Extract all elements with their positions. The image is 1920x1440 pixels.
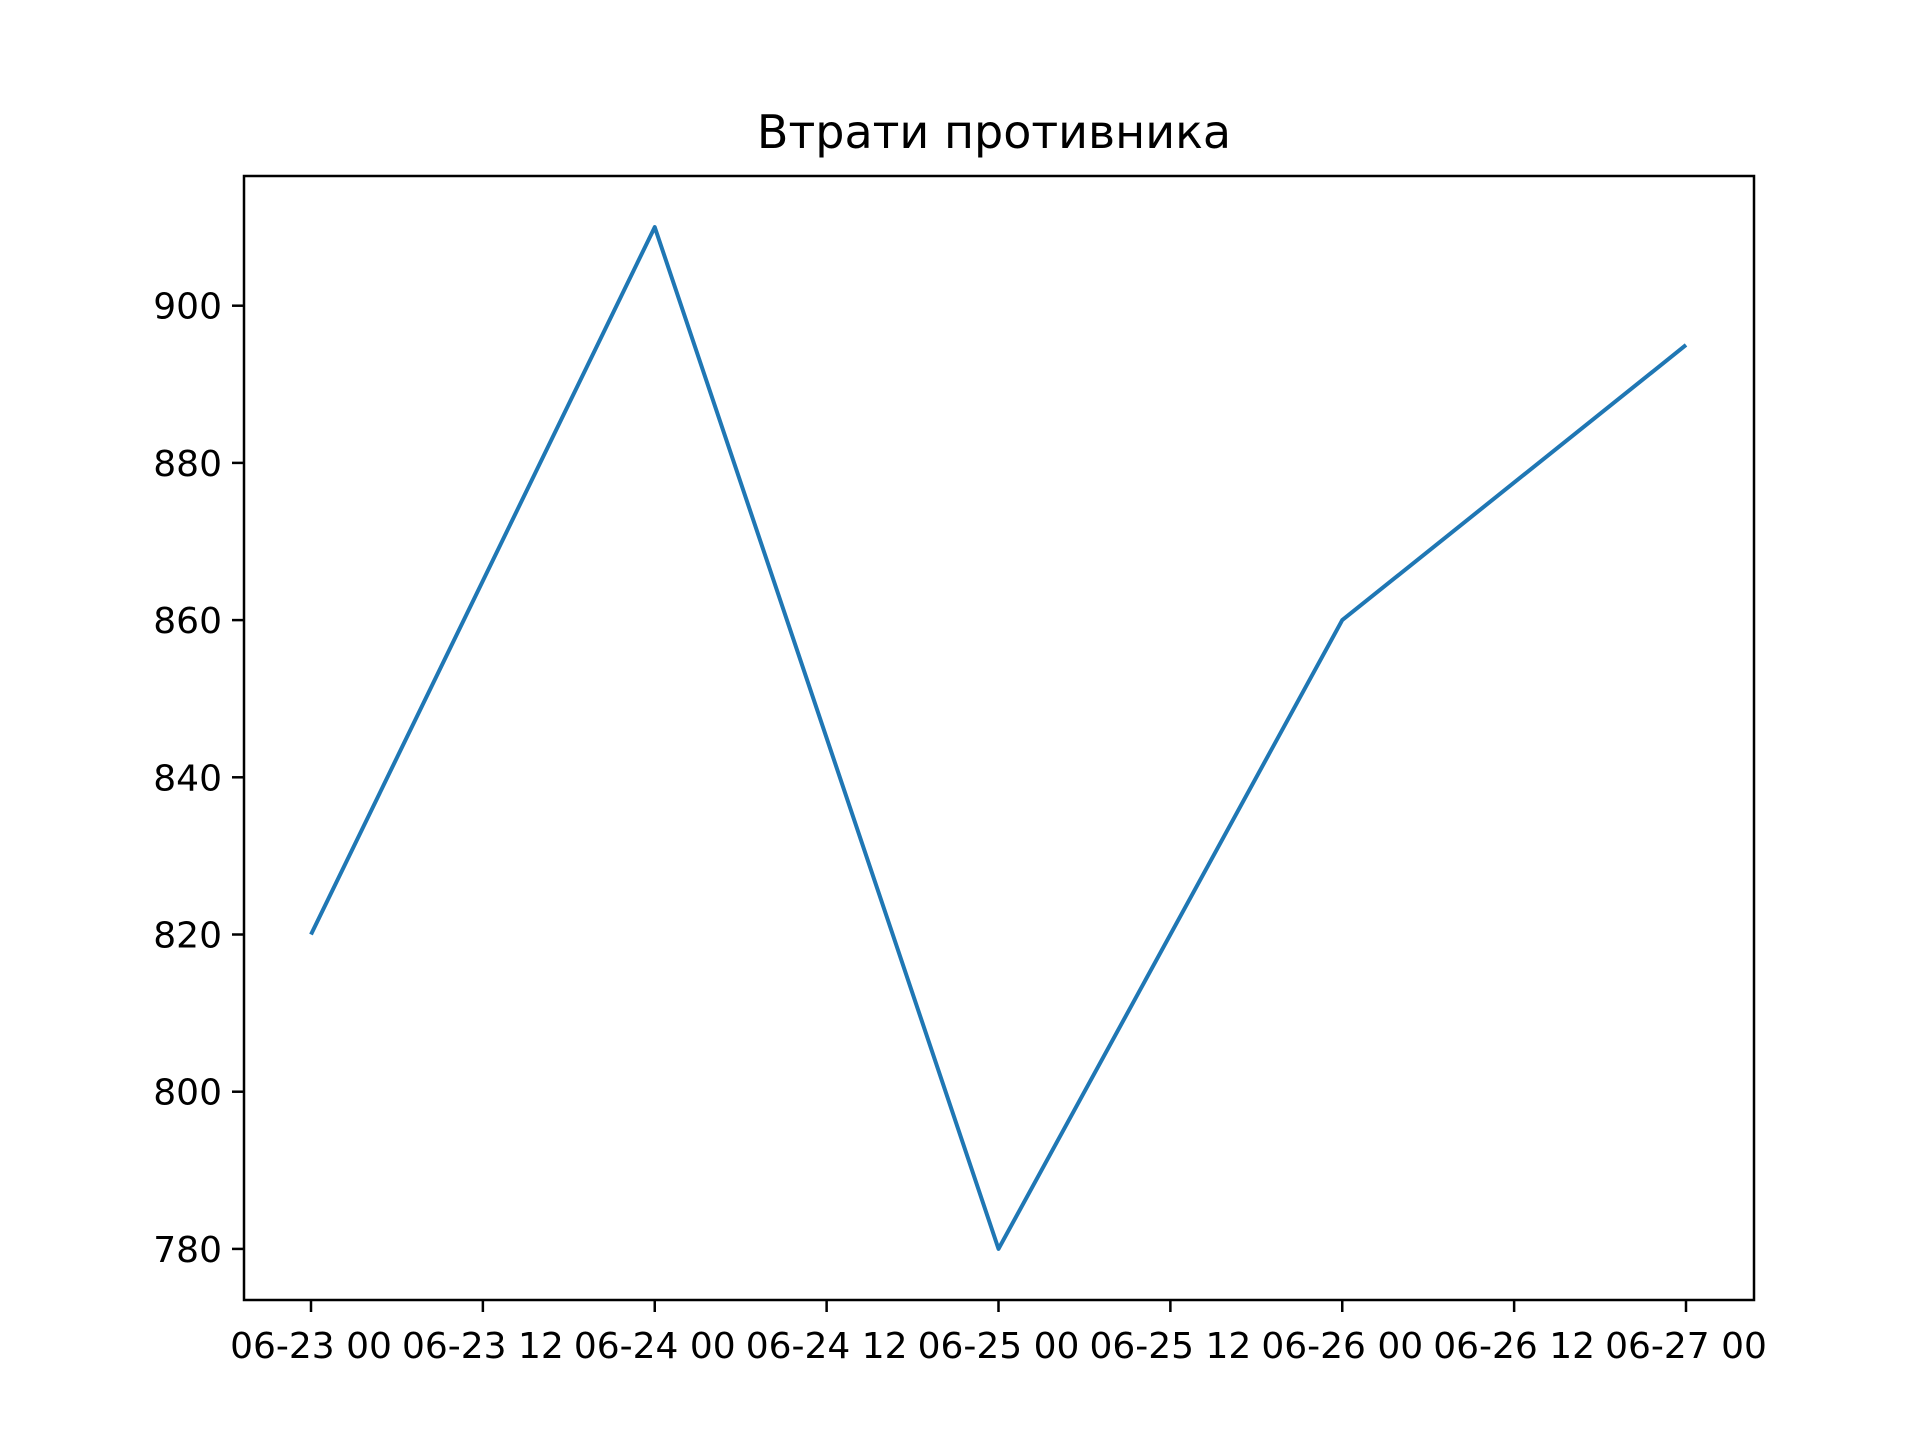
y-tick-label: 860 bbox=[153, 601, 222, 642]
chart-title: Втрати противника bbox=[757, 105, 1231, 159]
x-tick-label: 06-23 00 bbox=[230, 1326, 392, 1367]
x-tick-label: 06-24 12 bbox=[746, 1326, 908, 1367]
y-axis: 780 800 820 840 860 880 900 bbox=[153, 287, 244, 1271]
x-tick-label: 06-27 00 bbox=[1605, 1326, 1767, 1367]
y-tick-label: 780 bbox=[153, 1230, 222, 1271]
y-tick-label: 840 bbox=[153, 758, 222, 799]
x-tick-label: 06-26 12 bbox=[1433, 1326, 1595, 1367]
series-layer bbox=[309, 225, 1688, 1251]
x-tick-label: 06-23 12 bbox=[402, 1326, 564, 1367]
x-tick-label: 06-24 00 bbox=[574, 1326, 736, 1367]
y-tick-label: 820 bbox=[153, 916, 222, 957]
y-tick-label: 800 bbox=[153, 1073, 222, 1114]
y-tick-label: 880 bbox=[153, 444, 222, 485]
x-tick-label: 06-25 00 bbox=[918, 1326, 1080, 1367]
y-tick-label: 900 bbox=[153, 287, 222, 328]
x-axis: 06-23 00 06-23 12 06-24 00 06-24 12 06-25 00… bbox=[230, 1300, 1767, 1367]
x-tick-label: 06-25 12 bbox=[1089, 1326, 1251, 1367]
axes-frame bbox=[242, 174, 1756, 1302]
series-line bbox=[309, 225, 1688, 1251]
x-tick-label: 06-26 00 bbox=[1261, 1326, 1423, 1367]
